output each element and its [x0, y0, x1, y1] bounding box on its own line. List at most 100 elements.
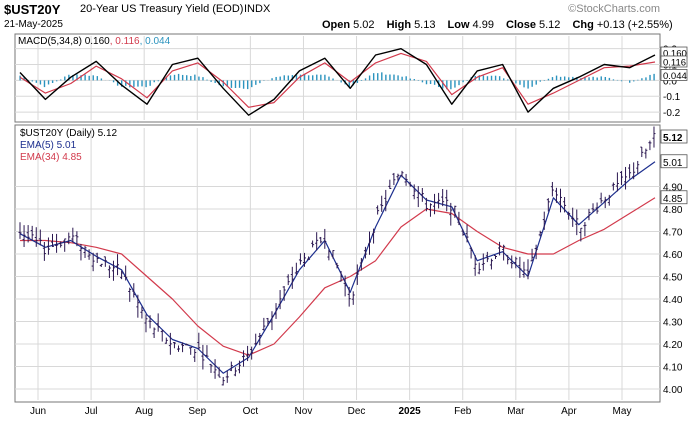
macd-hist-bar [397, 75, 399, 81]
macd-hist-bar [60, 79, 62, 81]
y-tick-label: 4.90 [663, 183, 683, 194]
macd-hist-bar [547, 78, 550, 81]
x-tick-label: Dec [348, 406, 366, 417]
macd-hist-bar [527, 80, 529, 89]
macd-hist-bar [332, 78, 334, 81]
macd-hist-bar [454, 80, 456, 88]
y-tick-label: 4.70 [663, 228, 683, 239]
macd-hist-bar [64, 76, 66, 81]
macd-hist-bar [442, 80, 444, 89]
series-lines [19, 48, 656, 374]
open-label: Open [322, 19, 351, 31]
x-tick-label: May [613, 406, 632, 417]
macd-hist-bar [76, 74, 78, 81]
macd-hist-bar [23, 77, 25, 81]
macd-hist-bar [206, 79, 208, 81]
macd-hist-bar [425, 80, 428, 85]
macd-hist-bar [242, 80, 245, 89]
macd-hist-bar [259, 80, 261, 84]
macd-hist-bar [202, 77, 204, 81]
macd-hist-bar [316, 74, 318, 81]
axis-ticks: Jun Jul Aug Sep Oct Nov Dec 2025 Feb Mar Apr May 5.1… [30, 45, 688, 417]
macd-hist-bar [186, 75, 188, 81]
macd-hist-bar [458, 80, 460, 86]
macd-hist-bar [19, 75, 21, 81]
macd-hist-bar [486, 76, 489, 81]
chg-value: +0.13 (+2.55%) [596, 19, 673, 31]
open-value: 5.02 [353, 19, 375, 31]
macd-hist-bar [653, 73, 655, 81]
macd-hist-bar [633, 80, 635, 82]
macd-legend-signal-prefix: , [110, 36, 116, 47]
macd-hist-bar [222, 80, 224, 87]
low-label: Low [447, 19, 470, 31]
macd-value-label: 0.160 [663, 49, 687, 60]
chg-label: Chg [572, 19, 594, 31]
y-tick-label: 4.40 [663, 295, 683, 306]
macd-hist-bar [251, 80, 253, 88]
macd-hist-bar [555, 75, 558, 81]
y-tick-label: 5.01 [663, 158, 683, 169]
y-tick-label: 4.20 [663, 340, 683, 351]
macd-hist-bar [494, 75, 497, 81]
macd-hist-bar [238, 80, 241, 88]
grid-lines [15, 36, 660, 400]
macd-y-tick-label: -0.1 [663, 92, 681, 103]
macd-legend-hist: 0.044 [145, 36, 170, 47]
macd-hist-bar [303, 73, 306, 81]
x-tick-label: Apr [561, 406, 577, 417]
y-tick-label: 4.60 [663, 250, 683, 261]
macd-hist-bar [299, 74, 302, 81]
macd-hist-bar [230, 80, 233, 88]
macd-hist-bar [194, 74, 196, 81]
macd-hist-bar [153, 80, 155, 83]
x-tick-label: Jul [85, 406, 98, 417]
macd-hist-bar [116, 80, 119, 86]
macd-hist-bar [39, 80, 42, 85]
y-tick-box [660, 190, 688, 205]
x-tick-label: Aug [135, 406, 153, 417]
y-tick-box [660, 129, 688, 144]
macd-hist-bar [377, 73, 379, 81]
macd-hist-bar [389, 74, 391, 81]
macd-legend: MACD(5,34,8) 0.160, 0.116, 0.044 [18, 36, 171, 47]
macd-hist-bar [190, 75, 192, 81]
macd-hist-bar [478, 75, 481, 81]
macd-hist-bar [600, 76, 602, 81]
macd-hist-bar [364, 78, 367, 81]
macd-hist-bar [568, 77, 570, 81]
macd-hist-bar [604, 76, 607, 81]
macd-hist-bar [490, 75, 493, 81]
macd-hist-bar [279, 76, 281, 81]
macd-hist-bar [165, 76, 168, 81]
x-tick-label: Nov [295, 406, 313, 417]
macd-legend-label: MACD(5,34,8) [18, 36, 82, 47]
macd-hist-bar [409, 78, 411, 81]
close-label: Close [506, 19, 536, 31]
macd-hist-bar [137, 80, 139, 87]
macd-hist-bar [649, 74, 651, 81]
macd-hist-bar [629, 80, 631, 83]
exchange-label: INDX [244, 3, 271, 15]
macd-hist-bar [169, 75, 172, 81]
y-tick-box [660, 154, 688, 169]
x-tick-label: Jun [30, 406, 46, 417]
ema34-line [20, 197, 656, 356]
macd-hist-bar [368, 75, 371, 81]
macd-hist-bar [35, 80, 38, 83]
price-legend-label: $UST20Y (Daily) 5.12 [20, 128, 118, 139]
macd-hist-bar [645, 77, 647, 81]
macd-value-box [660, 69, 688, 81]
macd-hist-bar [641, 78, 643, 81]
ema5-legend: EMA(5) 5.01 [20, 140, 77, 151]
price-stats: Open 5.02 High 5.13 Low 4.99 Close 5.12 Chg +… [322, 19, 682, 31]
high-label: High [386, 19, 412, 31]
macd-hist-bar [637, 79, 639, 81]
macd-hist-bar [519, 80, 521, 85]
macd-hist-bar [68, 74, 70, 81]
macd-hist-bar [584, 76, 586, 81]
macd-hist-bar [572, 76, 574, 81]
macd-hist-bar [592, 76, 594, 81]
macd-hist-bar [381, 72, 383, 81]
